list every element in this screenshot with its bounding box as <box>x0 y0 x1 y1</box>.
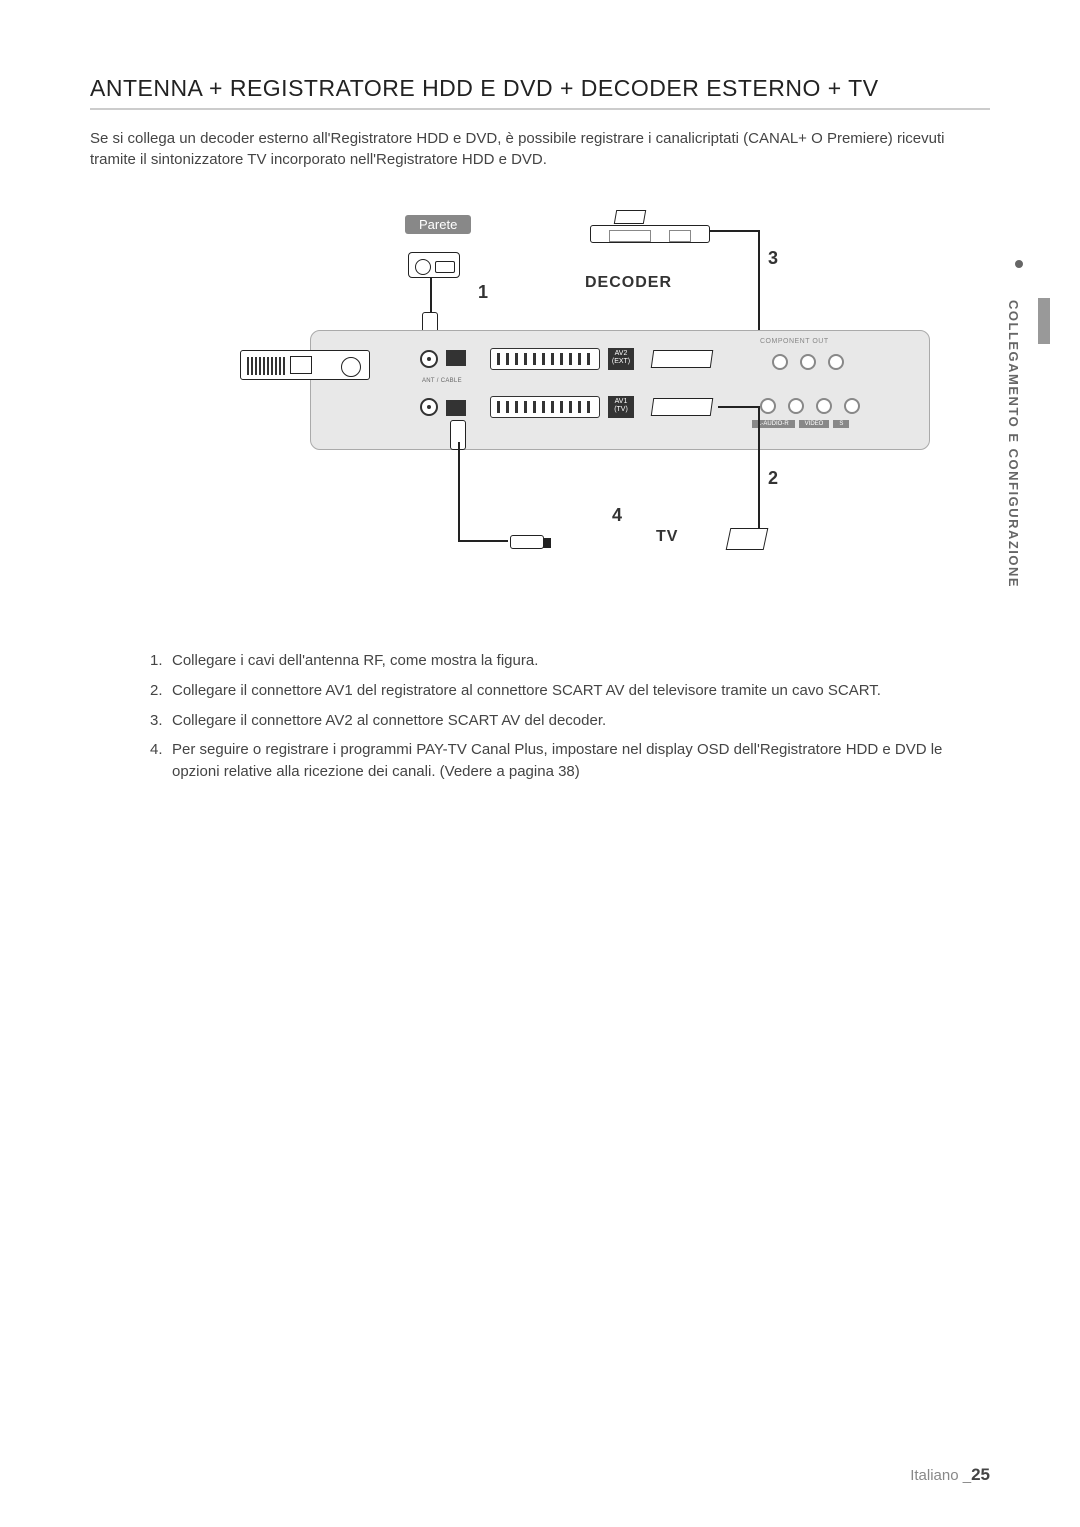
side-tab: COLLEGAMENTO E CONFIGURAZIONE <box>1006 260 1032 620</box>
step-number: 3. <box>150 710 172 732</box>
page-footer: Italiano _25 <box>910 1465 990 1485</box>
page-title: ANTENNA + REGISTRATORE HDD E DVD + DECOD… <box>90 75 990 102</box>
cable-2a <box>718 406 760 408</box>
rf-in-label-icon <box>446 350 466 366</box>
page: ANTENNA + REGISTRATORE HDD E DVD + DECOD… <box>0 0 1080 1527</box>
antenna-cable-label: ANT / CABLE <box>422 378 462 384</box>
rca-jack-icon <box>800 354 816 370</box>
steps-list: 1. Collegare i cavi dell'antenna RF, com… <box>90 650 990 783</box>
heading-underline <box>90 108 990 110</box>
av-out-labels: L-AUDIO-R VIDEO S <box>752 420 849 428</box>
diagram-container: Parete DECODER 1 3 ANT / CABLE AV2 (EXT) <box>90 210 990 590</box>
rca-jack-icon <box>844 398 860 414</box>
step-text: Collegare il connettore AV2 al connettor… <box>172 710 606 732</box>
footer-page-number: 25 <box>971 1465 990 1484</box>
scart-plug-av1 <box>651 398 714 416</box>
scart-av2-icon <box>490 348 600 370</box>
callout-4: 4 <box>612 505 622 526</box>
side-tab-label: COLLEGAMENTO E CONFIGURAZIONE <box>1006 274 1021 614</box>
av2-label: AV2 (EXT) <box>608 348 634 370</box>
rca-jack-icon <box>816 398 832 414</box>
decoder-label: DECODER <box>585 274 672 292</box>
callout-1: 1 <box>478 282 488 303</box>
av1-label: AV1 (TV) <box>608 396 634 418</box>
scart-av1-icon <box>490 396 600 418</box>
recorder-front-detail <box>290 356 312 374</box>
side-tab-bullet-icon <box>1015 260 1023 268</box>
rca-jack-icon <box>788 398 804 414</box>
rca-jack-icon <box>760 398 776 414</box>
step-item: 2. Collegare il connettore AV1 del regis… <box>150 680 950 702</box>
step-item: 3. Collegare il connettore AV2 al connet… <box>150 710 950 732</box>
rca-jack-icon <box>828 354 844 370</box>
step-item: 4. Per seguire o registrare i programmi … <box>150 739 950 783</box>
scart-plug-av2 <box>651 350 714 368</box>
connection-diagram: Parete DECODER 1 3 ANT / CABLE AV2 (EXT) <box>190 210 890 590</box>
tv-scart-plug-icon <box>726 528 769 550</box>
decoder-box-icon <box>590 225 710 243</box>
component-out-label: COMPONENT OUT <box>760 338 829 345</box>
rf-in-connector-icon <box>420 350 438 368</box>
intro-paragraph: Se si collega un decoder esterno all'Reg… <box>90 128 990 170</box>
callout-3: 3 <box>768 248 778 269</box>
cable-4a <box>458 442 460 542</box>
step-item: 1. Collegare i cavi dell'antenna RF, com… <box>150 650 950 672</box>
av-out-jacks <box>760 398 860 414</box>
step-number: 1. <box>150 650 172 672</box>
footer-language: Italiano _ <box>910 1467 971 1484</box>
callout-2: 2 <box>768 468 778 489</box>
cable-4b <box>458 540 508 542</box>
component-out-jacks <box>772 354 844 370</box>
side-thumb-marker <box>1038 298 1050 344</box>
rca-jack-icon <box>772 354 788 370</box>
rf-out-connector-icon <box>420 398 438 416</box>
step-text: Per seguire o registrare i programmi PAY… <box>172 739 950 783</box>
tv-label: TV <box>656 528 678 546</box>
step-number: 4. <box>150 739 172 783</box>
video-out-label: VIDEO <box>799 420 830 428</box>
rf-out-label-icon <box>446 400 466 416</box>
cable-2b <box>758 406 760 536</box>
wall-socket-icon <box>408 252 460 278</box>
tv-coax-plug-icon <box>510 535 544 549</box>
step-text: Collegare il connettore AV1 del registra… <box>172 680 881 702</box>
wall-label: Parete <box>405 215 471 234</box>
scart-plug-decoder <box>614 210 646 224</box>
step-text: Collegare i cavi dell'antenna RF, come m… <box>172 650 538 672</box>
step-number: 2. <box>150 680 172 702</box>
cable-3a <box>710 230 760 232</box>
svideo-out-label: S <box>833 420 849 428</box>
